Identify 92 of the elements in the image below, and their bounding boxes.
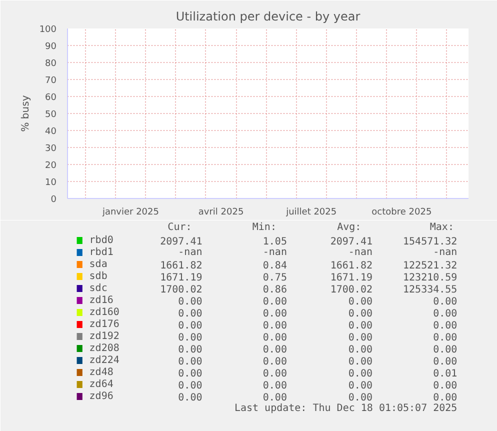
text: 0.00	[348, 296, 372, 308]
text: 0.00	[262, 308, 287, 320]
text: 154571.32	[403, 236, 458, 248]
x-tick-label: juillet 2025	[285, 208, 337, 218]
legend-label: zd208	[89, 343, 120, 354]
text: 0.01	[433, 368, 458, 380]
text: Max:	[430, 222, 454, 233]
text: 0.00	[262, 380, 287, 392]
text: 1671.19	[330, 272, 372, 284]
text: 0.00	[178, 392, 202, 404]
text: 0.00	[178, 320, 202, 332]
legend-label: rbd0	[89, 235, 114, 246]
legend-label: sdb	[89, 271, 108, 282]
text: 0.00	[262, 296, 287, 308]
text: 0.00	[348, 380, 372, 392]
chart-title: Utilization per device - by year	[176, 10, 360, 24]
text: 123210.59	[403, 272, 458, 284]
legend-label: rbd1	[89, 247, 114, 258]
text: 0.00	[433, 392, 458, 404]
text: 0.00	[262, 368, 287, 380]
text: Avg:	[337, 222, 362, 233]
legend-label: zd224	[89, 355, 120, 366]
text: 0.00	[433, 356, 458, 368]
text: 1700.02	[330, 284, 372, 296]
y-tick-label: 100	[39, 25, 57, 35]
text: 0.00	[433, 296, 458, 308]
text: 2097.41	[330, 236, 372, 248]
text: 1661.82	[160, 260, 202, 272]
text: 122521.32	[403, 260, 458, 272]
y-tick-label: 10	[45, 178, 57, 188]
y-tick-label: 40	[45, 127, 57, 137]
text: 1661.82	[330, 260, 372, 272]
text: 125334.55	[403, 284, 458, 296]
text: 0.00	[178, 296, 202, 308]
text: 0.00	[348, 392, 372, 404]
text: 0.00	[348, 368, 372, 380]
text: 0.00	[433, 332, 458, 344]
legend-label: zd48	[89, 367, 114, 378]
text: 2097.41	[160, 236, 202, 248]
legend-label: zd160	[89, 307, 120, 318]
text: -nan	[433, 247, 458, 258]
text: -nan	[348, 247, 372, 258]
legend-label: zd96	[89, 391, 114, 402]
y-tick-label: 70	[45, 76, 57, 86]
text: 0.00	[348, 356, 372, 368]
text: Last update: Thu Dec 18 01:05:07 2025	[234, 403, 458, 414]
text: -nan	[178, 247, 202, 258]
text: 1700.02	[160, 284, 202, 296]
text: 0.00	[348, 308, 372, 320]
text: 0.84	[262, 260, 287, 272]
text: 0.86	[262, 284, 287, 296]
text: 0.00	[433, 344, 458, 356]
y-tick-label: 80	[45, 59, 57, 69]
text: 0.00	[348, 344, 372, 356]
y-axis-title: % busy	[20, 95, 32, 132]
y-tick-label: 30	[45, 144, 57, 154]
text: -nan	[262, 247, 287, 258]
text: 0.00	[178, 344, 202, 356]
text: 0.00	[262, 392, 287, 404]
text: 0.00	[433, 380, 458, 392]
x-tick-label: octobre 2025	[372, 208, 432, 218]
text: 1.05	[262, 236, 287, 248]
legend-label: zd176	[89, 319, 120, 330]
text: 0.00	[348, 320, 372, 332]
legend-label: sdc	[89, 283, 108, 294]
text: 0.00	[262, 356, 287, 368]
text: 0.00	[348, 332, 372, 344]
y-tick-label: 60	[45, 93, 57, 103]
text: 0.75	[262, 272, 287, 284]
text: 0.00	[262, 320, 287, 332]
y-tick-label: 50	[45, 110, 57, 120]
text: 0.00	[262, 332, 287, 344]
text: 0.00	[178, 356, 202, 368]
text: 1671.19	[160, 272, 202, 284]
text: Cur:	[168, 222, 192, 233]
text: 0.00	[178, 368, 202, 380]
text: 0.00	[262, 344, 287, 356]
y-tick-label: 20	[45, 161, 57, 171]
x-tick-label: janvier 2025	[101, 208, 160, 218]
text: 0.00	[433, 308, 458, 320]
y-tick-label: 0	[50, 195, 57, 205]
text: 0.00	[178, 332, 202, 344]
x-tick-label: avril 2025	[198, 208, 244, 218]
legend-label: zd16	[89, 295, 114, 306]
legend-label: zd192	[89, 331, 120, 342]
text: 0.00	[178, 380, 202, 392]
text: 0.00	[433, 320, 458, 332]
legend-label: zd64	[89, 379, 114, 390]
text: 0.00	[178, 308, 202, 320]
legend-label: sda	[89, 259, 108, 270]
text: Min:	[252, 222, 276, 233]
y-tick-label: 90	[45, 42, 57, 52]
